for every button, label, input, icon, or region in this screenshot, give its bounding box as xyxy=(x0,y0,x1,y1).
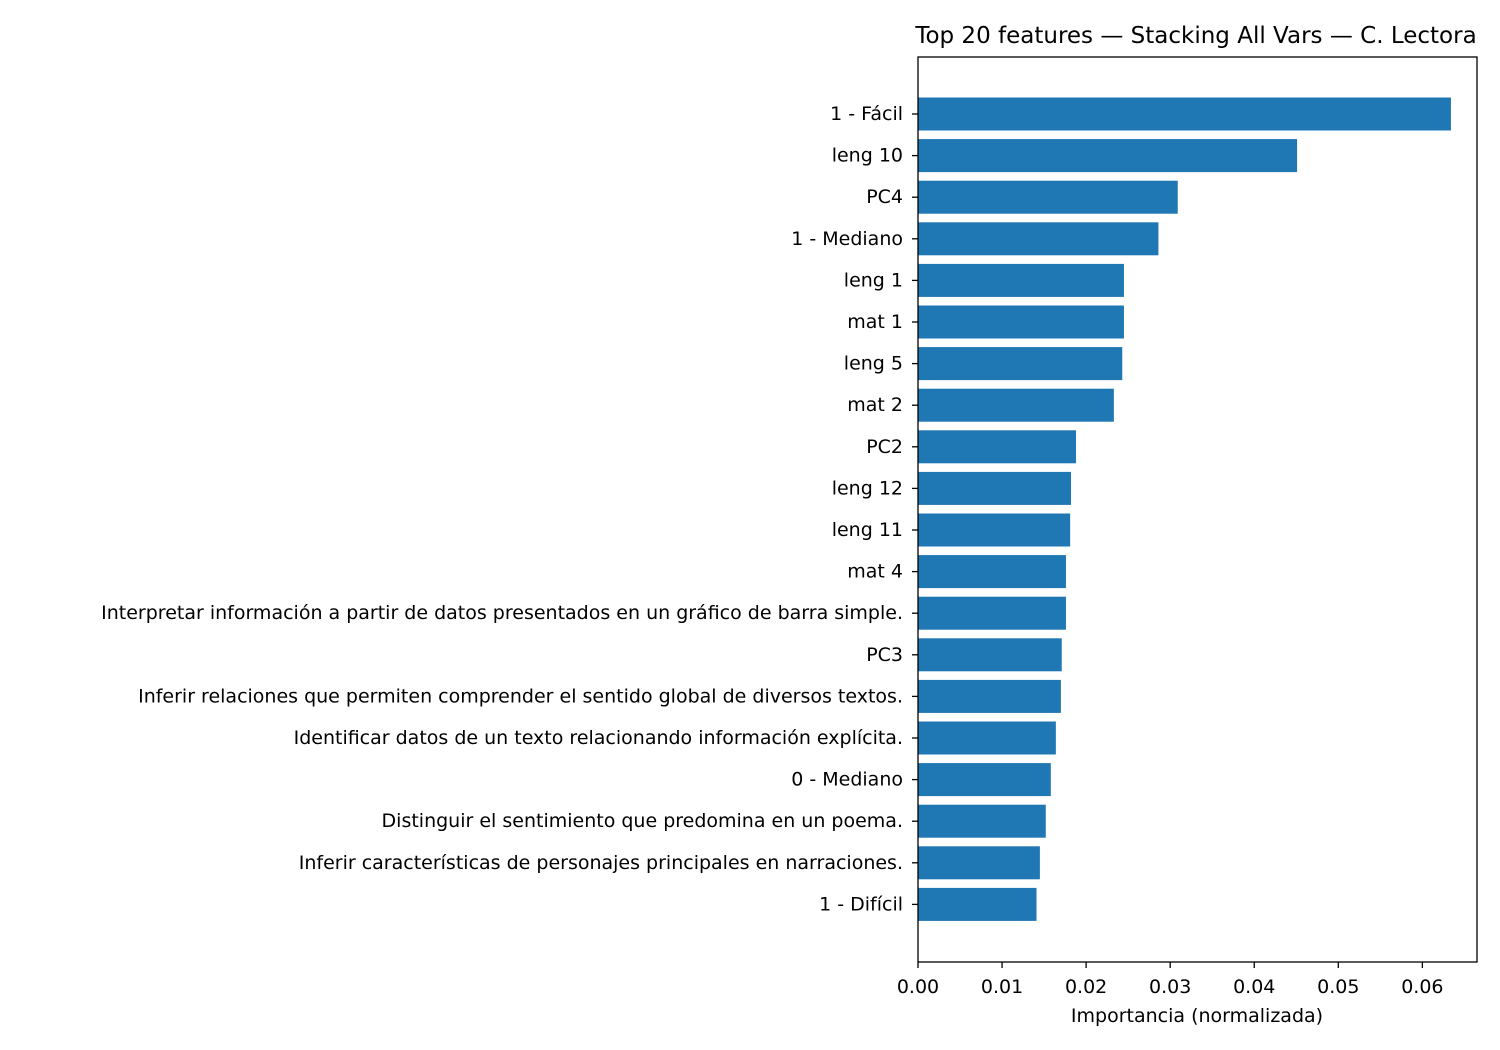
y-tick-label: Distinguir el sentimiento que predomina … xyxy=(382,810,903,832)
y-tick-label: mat 1 xyxy=(847,311,903,333)
x-axis-ticks: 0.00 0.01 0.02 0.03 0.04 0.05 0.06 xyxy=(897,962,1444,998)
y-axis-ticks: 1 - Fácil leng 10 PC4 1 - Mediano leng 1 mat … xyxy=(101,103,918,915)
x-tick-label: 0.05 xyxy=(1317,976,1359,998)
x-tick-label: 0.00 xyxy=(897,976,939,998)
bar xyxy=(918,513,1071,547)
y-tick-label: Identificar datos de un texto relacionan… xyxy=(294,727,903,749)
y-tick-label: 1 - Fácil xyxy=(830,103,903,125)
bar xyxy=(918,555,1066,589)
y-tick-label: leng 10 xyxy=(832,145,903,167)
x-tick-label: 0.03 xyxy=(1149,976,1191,998)
x-tick-label: 0.06 xyxy=(1401,976,1443,998)
bar xyxy=(918,97,1451,131)
x-axis-label: Importancia (normalizada) xyxy=(1071,1005,1323,1027)
x-tick-label: 0.04 xyxy=(1233,976,1275,998)
bar xyxy=(918,180,1178,214)
bar xyxy=(918,596,1066,630)
bar xyxy=(918,305,1124,339)
y-tick-label: mat 2 xyxy=(847,394,903,416)
bars-group xyxy=(918,97,1451,921)
bar xyxy=(918,139,1298,173)
bar xyxy=(918,804,1046,838)
bar xyxy=(918,430,1077,464)
x-tick-label: 0.01 xyxy=(981,976,1023,998)
y-tick-label: 1 - Difícil xyxy=(819,893,903,915)
y-tick-label: PC3 xyxy=(866,644,903,666)
chart-title: Top 20 features — Stacking All Vars — C.… xyxy=(914,23,1476,49)
bar xyxy=(918,222,1159,256)
y-tick-label: PC4 xyxy=(866,186,903,208)
y-tick-label: Interpretar información a partir de dato… xyxy=(101,602,903,624)
bar xyxy=(918,471,1071,505)
y-tick-label: PC2 xyxy=(866,436,903,458)
y-tick-label: Inferir características de personajes pr… xyxy=(299,852,903,874)
bar xyxy=(918,263,1124,297)
bar xyxy=(918,679,1061,713)
y-tick-label: Inferir relaciones que permiten comprend… xyxy=(138,685,903,707)
bar xyxy=(918,763,1051,797)
x-tick-label: 0.02 xyxy=(1065,976,1107,998)
bar xyxy=(918,721,1056,755)
y-tick-label: leng 11 xyxy=(832,519,903,541)
y-tick-label: leng 1 xyxy=(844,269,903,291)
y-tick-label: 0 - Mediano xyxy=(791,769,903,791)
y-tick-label: leng 12 xyxy=(832,477,903,499)
y-tick-label: mat 4 xyxy=(847,561,903,583)
y-tick-label: 1 - Mediano xyxy=(791,228,903,250)
bar xyxy=(918,347,1123,381)
bar xyxy=(918,846,1040,880)
bar xyxy=(918,887,1037,921)
y-tick-label: leng 5 xyxy=(844,353,903,375)
plot-frame xyxy=(917,56,1478,963)
bar xyxy=(918,388,1114,422)
bar xyxy=(918,638,1062,672)
